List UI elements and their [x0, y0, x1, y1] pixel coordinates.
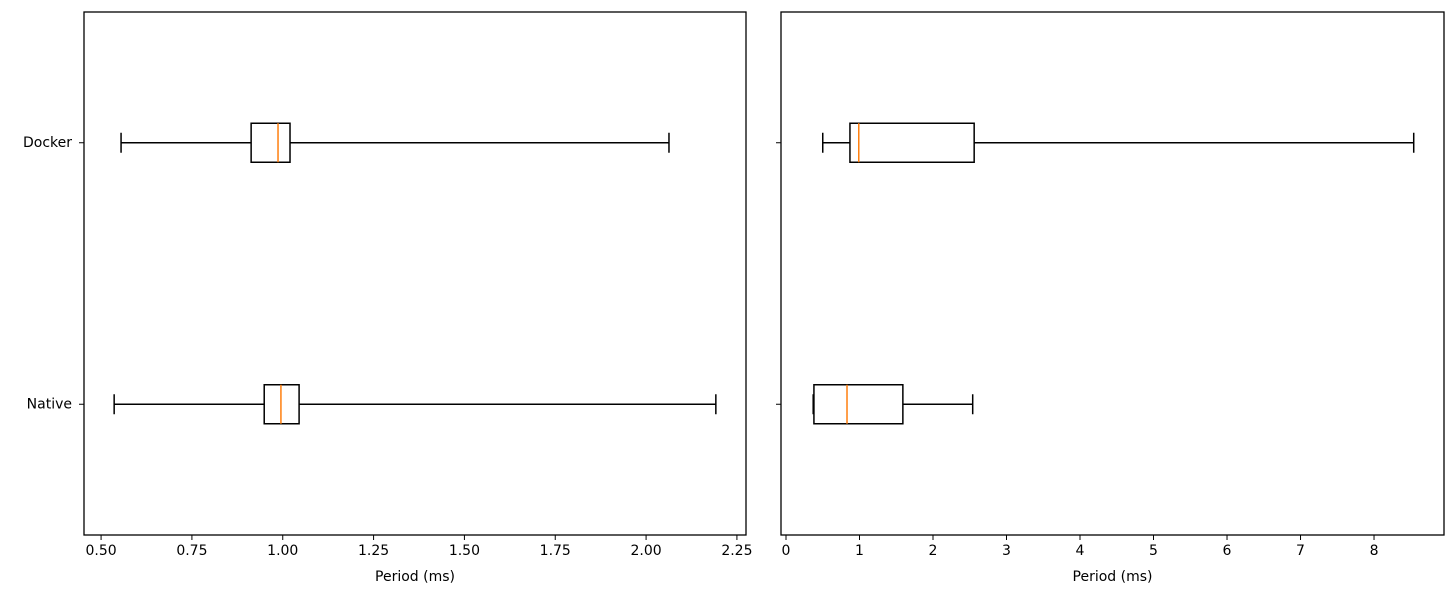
- box: [250, 122, 291, 163]
- x-tick-label: 6: [1223, 543, 1232, 559]
- x-axis-label: Period (ms): [375, 569, 455, 585]
- x-tick-label: 3: [1002, 543, 1011, 559]
- x-tick-label: 2.25: [721, 543, 752, 559]
- x-axis-label: Period (ms): [1073, 569, 1153, 585]
- box: [813, 384, 904, 425]
- x-tick-label: 1.50: [449, 543, 480, 559]
- x-tick-label: 1: [855, 543, 864, 559]
- x-tick-label: 8: [1370, 543, 1379, 559]
- x-tick-label: 0.50: [85, 543, 116, 559]
- y-tick-label: Native: [27, 396, 72, 412]
- axes-frame: [83, 11, 747, 536]
- x-tick-label: 1.00: [267, 543, 298, 559]
- x-tick-label: 0.75: [176, 543, 207, 559]
- x-tick-label: 1.75: [540, 543, 571, 559]
- x-tick-label: 1.25: [358, 543, 389, 559]
- x-tick-label: 0: [782, 543, 791, 559]
- x-tick-label: 7: [1296, 543, 1305, 559]
- x-tick-label: 2.00: [630, 543, 661, 559]
- y-tick-label: Docker: [23, 135, 72, 151]
- x-tick-label: 5: [1149, 543, 1158, 559]
- axes-frame: [780, 11, 1445, 536]
- x-tick-label: 4: [1076, 543, 1085, 559]
- x-tick-label: 2: [929, 543, 938, 559]
- box: [849, 122, 975, 163]
